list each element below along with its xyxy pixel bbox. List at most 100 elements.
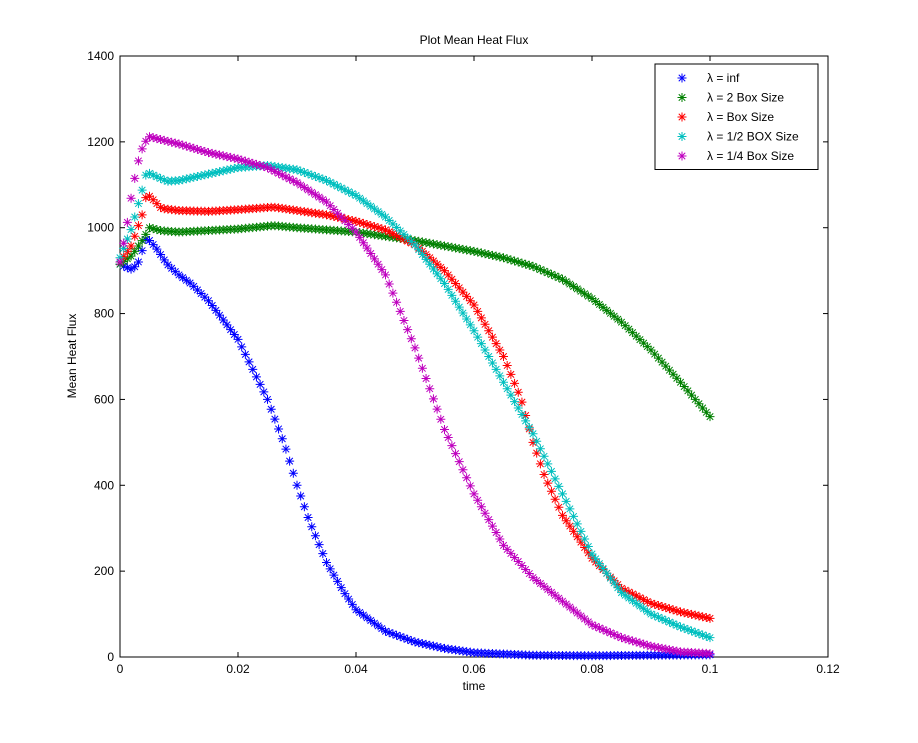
data-point [661,616,671,626]
data-point [189,172,199,182]
data-point [159,135,169,145]
data-point [454,302,464,312]
data-point [200,292,210,302]
data-point [185,173,195,183]
data-point [510,378,520,388]
data-point [318,195,328,205]
data-point [152,172,162,182]
data-point [550,494,560,504]
data-point [299,502,309,512]
data-point [469,489,479,499]
data-point [222,320,232,330]
data-point [314,540,324,550]
data-point [373,621,383,631]
data-point [646,641,656,651]
data-point [491,364,501,374]
data-point [314,209,324,219]
data-point [642,342,652,352]
data-point [399,234,409,244]
data-point [233,334,243,344]
data-point [620,590,630,600]
data-point [263,163,272,173]
data-point [174,139,184,149]
data-point [425,384,435,394]
data-point [425,640,435,650]
data-point [454,244,464,254]
data-point [395,632,405,642]
data-point [650,642,660,652]
data-point [358,218,368,228]
data-point [436,643,446,653]
data-point [240,156,250,166]
series-layer [115,132,715,661]
data-point [355,217,365,227]
data-point [314,173,324,183]
legend-item: λ = 2 Box Size [677,91,784,105]
data-point [159,175,169,185]
data-point [672,620,682,630]
data-point [270,166,280,176]
data-point [484,250,494,260]
y-tick-label: 0 [107,650,114,664]
data-point [465,481,475,491]
data-point [576,526,586,536]
data-point [395,226,405,236]
data-point [517,397,527,407]
data-point [421,254,431,264]
data-point [126,264,136,274]
data-point [141,193,151,203]
data-point [517,409,527,419]
data-point [425,253,435,263]
data-point [192,144,202,154]
data-point [237,342,247,352]
data-point [676,607,685,617]
data-point [145,191,154,201]
data-point [377,265,387,275]
data-point [539,581,549,591]
data-point [476,339,486,349]
data-point [395,232,405,242]
data-point [628,328,638,338]
data-point [377,209,387,219]
data-point [288,205,298,215]
data-point [366,201,376,211]
data-point [495,345,505,355]
data-point [362,199,372,209]
data-point [539,470,549,480]
data-point [572,608,582,618]
data-point [296,491,306,501]
data-point [211,149,221,159]
data-point [285,174,295,184]
data-point [181,174,191,184]
data-point [558,596,567,606]
data-point [189,281,199,291]
data-point [513,257,523,267]
data-point [148,240,158,250]
data-point [148,170,158,180]
data-point [130,212,140,222]
data-point [613,583,623,593]
data-point [351,191,361,201]
data-point [266,164,276,174]
data-point [432,269,442,279]
x-tick-label: 0.12 [816,662,840,676]
data-point [705,412,715,422]
data-point [499,377,508,387]
data-point [543,268,553,278]
data-point [251,159,261,169]
data-point [609,578,619,588]
data-point [119,252,129,262]
data-point [676,622,685,632]
data-point [639,639,649,649]
data-point [687,609,697,619]
data-point [229,163,239,173]
data-point [476,502,486,512]
data-point [664,617,674,627]
data-point [591,621,601,631]
data-point [591,296,601,306]
data-point [318,209,328,219]
data-point [299,207,309,217]
data-point [602,626,612,636]
data-point [668,369,678,379]
